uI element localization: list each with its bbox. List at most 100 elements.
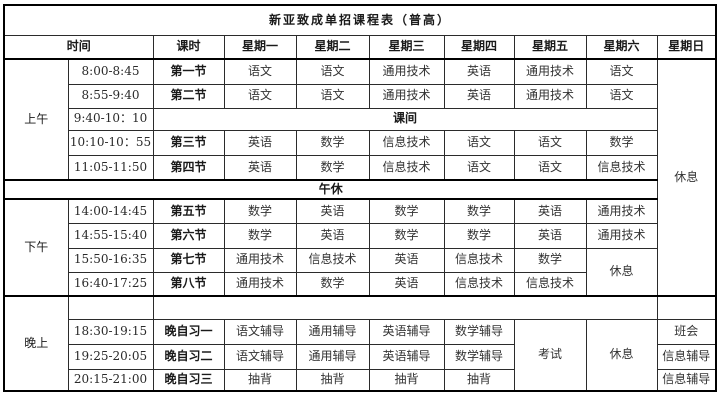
day-header-fri: 星期五 <box>513 34 587 60</box>
subject-cell: 数学 <box>368 222 445 249</box>
subject-cell: 数学 <box>295 129 370 156</box>
subject-cell: 英语 <box>295 222 370 249</box>
subject-cell: 数学辅导 <box>443 318 515 345</box>
subject-cell: 数学 <box>295 271 370 297</box>
subject-cell: 数学 <box>443 198 515 224</box>
subject-cell: 数学 <box>513 247 587 273</box>
lesson-cell: 第五节 <box>152 198 225 224</box>
period-evening: 晚上 <box>3 295 69 392</box>
saturday-rest-cell: 休息 <box>585 247 658 297</box>
subject-cell: 信息技术 <box>443 247 515 273</box>
evening-rest-cell: 休息 <box>585 318 658 392</box>
subject-cell: 语文辅导 <box>223 318 297 345</box>
subject-cell: 语文 <box>585 58 658 85</box>
time-cell: 14:00-14:45 <box>67 198 154 224</box>
subject-cell: 英语 <box>368 247 445 273</box>
day-header-tue: 星期二 <box>295 34 370 60</box>
subject-cell: 语文 <box>223 83 297 109</box>
header-lesson: 课时 <box>152 34 225 60</box>
subject-cell: 抽背 <box>223 368 297 392</box>
subject-cell: 语文 <box>443 129 515 156</box>
noon-break-cell: 午休 <box>3 179 658 200</box>
time-cell: 15:50-16:35 <box>67 247 154 273</box>
subject-cell: 数学 <box>295 154 370 181</box>
subject-cell: 英语辅导 <box>368 318 445 345</box>
lesson-cell: 第二节 <box>152 83 225 109</box>
subject-cell: 语文 <box>223 58 297 85</box>
subject-cell: 抽背 <box>368 368 445 392</box>
empty-cell <box>152 295 658 320</box>
time-cell: 16:40-17:25 <box>67 271 154 297</box>
subject-cell: 信息技术 <box>368 129 445 156</box>
empty-cell <box>67 295 154 320</box>
subject-cell: 信息技术 <box>368 154 445 181</box>
lesson-cell: 第四节 <box>152 154 225 181</box>
class-break-cell: 课间 <box>152 107 658 131</box>
subject-cell: 语文 <box>585 83 658 109</box>
subject-cell: 语文 <box>513 154 587 181</box>
lesson-cell: 第一节 <box>152 58 225 85</box>
lesson-cell: 晚自习二 <box>152 343 225 370</box>
subject-cell: 数学 <box>585 129 658 156</box>
subject-cell: 信息技术 <box>295 247 370 273</box>
subject-cell: 抽背 <box>443 368 515 392</box>
sunday-rest-cell: 休息 <box>656 58 717 297</box>
subject-cell: 英语 <box>513 222 587 249</box>
time-cell: 9:40-10：10 <box>67 107 154 131</box>
lesson-cell: 第六节 <box>152 222 225 249</box>
subject-cell: 语文 <box>295 83 370 109</box>
day-header-wed: 星期三 <box>368 34 445 60</box>
subject-cell: 通用技术 <box>513 83 587 109</box>
lesson-cell: 第八节 <box>152 271 225 297</box>
time-cell: 10:10-10：55 <box>67 129 154 156</box>
time-cell: 11:05-11:50 <box>67 154 154 181</box>
day-header-sat: 星期六 <box>585 34 658 60</box>
subject-cell: 通用技术 <box>585 222 658 249</box>
exam-cell: 考试 <box>513 318 587 392</box>
subject-cell: 语文辅导 <box>223 343 297 370</box>
time-cell: 8:55-9:40 <box>67 83 154 109</box>
subject-cell: 语文 <box>443 154 515 181</box>
subject-cell: 通用技术 <box>368 58 445 85</box>
subject-cell: 通用技术 <box>585 198 658 224</box>
subject-cell: 英语 <box>223 154 297 181</box>
subject-cell: 信息技术 <box>513 271 587 297</box>
lesson-cell: 晚自习三 <box>152 368 225 392</box>
subject-cell: 英语 <box>443 58 515 85</box>
subject-cell: 数学 <box>368 198 445 224</box>
subject-cell: 通用技术 <box>513 58 587 85</box>
time-cell: 14:55-15:40 <box>67 222 154 249</box>
subject-cell: 通用辅导 <box>295 318 370 345</box>
subject-cell: 语文 <box>295 58 370 85</box>
subject-cell: 英语辅导 <box>368 343 445 370</box>
subject-cell: 英语 <box>368 271 445 297</box>
day-header-sun: 星期日 <box>656 34 717 60</box>
subject-cell: 信息技术 <box>443 271 515 297</box>
time-cell: 8:00-8:45 <box>67 58 154 85</box>
period-morning: 上午 <box>3 58 69 181</box>
time-cell: 19:25-20:05 <box>67 343 154 370</box>
subject-cell: 抽背 <box>295 368 370 392</box>
subject-cell: 信息辅导 <box>656 343 717 370</box>
time-cell: 18:30-19:15 <box>67 318 154 345</box>
subject-cell: 语文 <box>513 129 587 156</box>
lesson-cell: 第三节 <box>152 129 225 156</box>
subject-cell: 数学 <box>223 198 297 224</box>
subject-cell: 英语 <box>513 198 587 224</box>
course-schedule-table: 新亚致成单招课程表（普高） 时间 课时 星期一 星期二 星期三 星期四 星期五 … <box>3 4 718 392</box>
header-time: 时间 <box>3 34 154 60</box>
subject-cell: 通用技术 <box>223 247 297 273</box>
subject-cell: 英语 <box>443 83 515 109</box>
subject-cell: 通用技术 <box>223 271 297 297</box>
day-header-mon: 星期一 <box>223 34 297 60</box>
subject-cell: 英语 <box>223 129 297 156</box>
period-afternoon: 下午 <box>3 198 69 297</box>
subject-cell: 通用辅导 <box>295 343 370 370</box>
class-meeting-cell: 班会 <box>656 318 717 345</box>
lesson-cell: 晚自习一 <box>152 318 225 345</box>
subject-cell: 通用技术 <box>368 83 445 109</box>
subject-cell: 信息辅导 <box>656 368 717 392</box>
subject-cell: 信息技术 <box>585 154 658 181</box>
subject-cell: 数学辅导 <box>443 343 515 370</box>
subject-cell: 英语 <box>295 198 370 224</box>
